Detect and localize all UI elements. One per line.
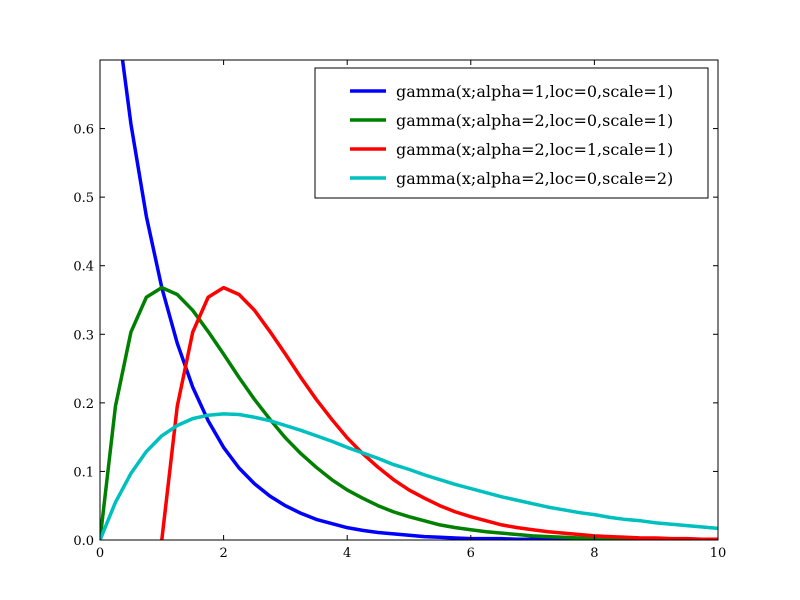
legend-label: gamma(x;alpha=1,loc=0,scale=1) [396, 82, 673, 101]
series-line [160, 285, 718, 540]
y-tick-label: 0.0 [73, 534, 94, 549]
y-tick-label: 0.5 [73, 191, 94, 206]
plot-area [100, 60, 718, 540]
y-tick-label: 0.6 [73, 123, 94, 138]
y-tick-label: 0.2 [73, 397, 94, 412]
x-tick-label: 4 [343, 546, 351, 561]
series-line [100, 285, 718, 540]
x-tick-label: 6 [467, 546, 475, 561]
y-tick-label: 0.3 [73, 328, 94, 343]
series-line [100, 412, 718, 540]
y-tick-label: 0.4 [73, 260, 94, 275]
legend-label: gamma(x;alpha=2,loc=0,scale=1) [396, 111, 673, 130]
legend-label: gamma(x;alpha=2,loc=0,scale=2) [396, 169, 673, 188]
x-tick-label: 2 [219, 546, 227, 561]
x-tick-label: 8 [590, 546, 598, 561]
x-tick-label: 10 [710, 546, 727, 561]
y-tick-label: 0.1 [73, 465, 94, 480]
legend-label: gamma(x;alpha=2,loc=1,scale=1) [396, 140, 673, 159]
series-line [120, 60, 718, 540]
x-tick-label: 0 [96, 546, 104, 561]
plot-frame [99, 59, 719, 541]
